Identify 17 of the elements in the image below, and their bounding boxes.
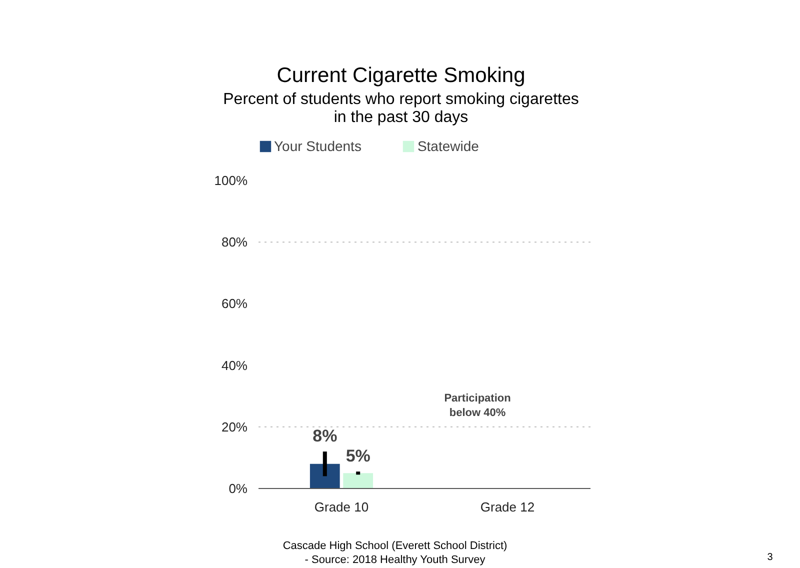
data-label: 8% [312,426,338,446]
x-tick-label: Grade 12 [480,500,535,514]
y-tick-label: 40% [221,358,248,373]
legend-label: Your Students [274,138,362,154]
text: Cascade High School (Everett School District) - Source: 2018 Healthy Youth Survey [282,540,508,566]
y-tick-label: 100% [214,173,248,188]
chart-title: Current Cigarette Smoking [276,63,526,89]
y-tick-label: 20% [221,419,248,434]
text: 3 [766,551,774,565]
annotation: Participation below 40% [444,392,512,419]
y-tick-label: 80% [221,234,248,250]
x-tick-label: Grade 10 [314,500,369,514]
y-tick-label: 0% [228,481,248,496]
chart-subtitle: Percent of students who report smoking cigarettes in the past 30 days [222,91,580,127]
y-tick-label: 60% [221,296,248,312]
data-label: 5% [346,446,370,466]
legend-label: Statewide [417,138,479,154]
